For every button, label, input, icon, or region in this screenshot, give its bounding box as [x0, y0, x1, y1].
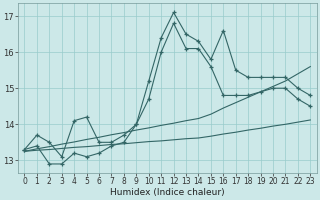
X-axis label: Humidex (Indice chaleur): Humidex (Indice chaleur): [110, 188, 225, 197]
